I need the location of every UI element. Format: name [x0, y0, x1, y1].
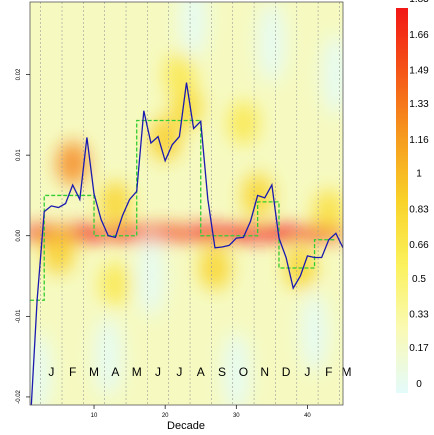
heatmap-cell — [257, 2, 286, 83]
colorbar-tick-label: 1.66 — [409, 30, 429, 41]
heatmap-cell — [94, 316, 123, 397]
heatmap-cell — [149, 117, 182, 162]
month-label: J — [155, 365, 161, 379]
plot-frame — [29, 1, 344, 406]
step-line — [30, 119, 336, 301]
line-series — [30, 82, 343, 405]
colorbar: 0 0.17 0.33 0.5 0.66 0.83 1 1.16 1.33 1.49 1.66 1.8… — [396, 0, 429, 393]
month-label: F — [325, 365, 332, 379]
heatmap-cell — [227, 100, 260, 145]
colorbar-tick-label: 1.33 — [409, 99, 429, 110]
colorbar-tick-label: 0.66 — [409, 240, 429, 251]
x-tick-label: 20 — [162, 413, 169, 419]
heatmap-cell — [198, 245, 231, 290]
heatmap-cell — [103, 226, 156, 241]
colorbar-tick-label: 1.16 — [409, 135, 429, 146]
x-tick-label: 40 — [304, 413, 311, 419]
heatmap-cell — [60, 226, 113, 241]
x-tick-label: 30 — [233, 413, 240, 419]
heatmap-cell — [163, 52, 196, 97]
heatmap-cell — [30, 332, 52, 405]
month-label: N — [260, 365, 269, 379]
month-label: S — [218, 365, 226, 379]
heatmap-cell — [222, 332, 251, 405]
month-label: J — [176, 365, 182, 379]
x-tick-label: 10 — [91, 413, 98, 419]
month-label: J — [48, 365, 54, 379]
colorbar-tick-label: 1.83 — [409, 0, 429, 5]
month-label: M — [132, 365, 142, 379]
y-tick-label: 0.01 — [16, 149, 22, 161]
colorbar-tick-label: 1.49 — [409, 66, 429, 77]
colorbar-tick-label: 0.5 — [412, 274, 426, 285]
heatmap-cell — [136, 236, 165, 317]
heatmap-cell — [321, 34, 343, 115]
heatmap-cell — [181, 226, 234, 241]
heatmap-cell — [99, 262, 132, 307]
month-label: D — [282, 365, 291, 379]
x-axis: 10 20 30 40 — [91, 405, 311, 419]
y-tick-label: 0.00 — [16, 229, 22, 241]
colorbar-tick-label: 0.17 — [409, 343, 429, 354]
heatmap-cell — [99, 181, 132, 226]
step-series — [30, 119, 336, 301]
series-line — [30, 82, 343, 405]
month-label: O — [239, 365, 248, 379]
heatmap-cell — [179, 2, 208, 59]
month-label: A — [111, 365, 119, 379]
y-tick-label: 0.02 — [16, 68, 22, 80]
heatmap-cell — [217, 226, 270, 241]
heatmap-cell — [312, 189, 343, 234]
colorbar-tick-label: 0 — [416, 379, 422, 390]
y-tick-label: -0.01 — [16, 309, 22, 323]
month-label: A — [197, 365, 205, 379]
x-axis-label: Decade — [167, 420, 205, 432]
month-boundary-lines — [40, 2, 340, 405]
colorbar-gradient — [396, 8, 408, 393]
month-label: J — [304, 365, 310, 379]
month-label: M — [342, 365, 352, 379]
month-label: M — [89, 365, 99, 379]
heatmap-cell — [56, 141, 89, 186]
heatmap-cell — [42, 229, 75, 274]
month-label: F — [69, 365, 76, 379]
colorbar-tick-label: 1 — [416, 169, 422, 180]
colorbar-tick-label: 0.33 — [409, 310, 429, 321]
y-axis: -0.02 -0.01 0.00 0.01 0.02 — [16, 68, 30, 404]
colorbar-tick-label: 0.83 — [409, 204, 429, 215]
y-tick-label: -0.02 — [16, 389, 22, 403]
heatmap-cell — [300, 292, 329, 373]
